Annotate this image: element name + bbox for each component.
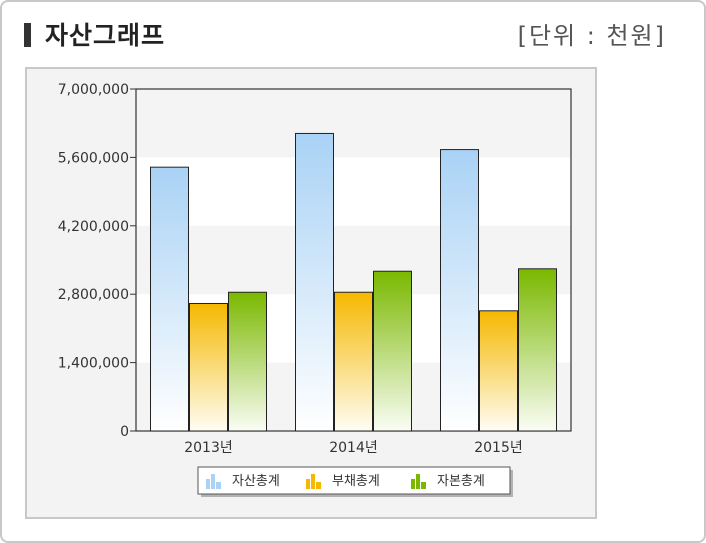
title-marker xyxy=(24,23,31,47)
x-tick-label: 2015년 xyxy=(474,440,523,456)
unit-label: [단위 : 천원] xyxy=(517,22,666,50)
y-tick-label: 5,600,000 xyxy=(58,150,129,166)
liability-bar xyxy=(479,310,518,432)
y-tick-label: 4,200,000 xyxy=(58,219,129,235)
legend-label: 자산총계 xyxy=(232,474,280,489)
legend-label: 자본총계 xyxy=(437,474,485,489)
asset-bar xyxy=(150,166,189,432)
y-tick-label: 0 xyxy=(120,424,129,440)
grid-band xyxy=(136,89,571,158)
y-tick-label: 7,000,000 xyxy=(58,82,129,98)
grid-band xyxy=(136,225,571,295)
asset-bar xyxy=(440,149,479,432)
legend-bar-icon xyxy=(411,474,426,489)
legend-bar-icon xyxy=(306,474,321,489)
liability-bar xyxy=(189,302,228,432)
equity-bar xyxy=(518,268,557,432)
asset-bar xyxy=(295,132,334,432)
y-tick-label: 2,800,000 xyxy=(58,287,129,303)
legend-label: 부채총계 xyxy=(332,474,380,489)
page-title: 자산그래프 xyxy=(45,21,166,50)
legend-bar-icon xyxy=(206,474,221,489)
y-tick-label: 1,400,000 xyxy=(58,356,129,372)
equity-bar xyxy=(228,291,267,432)
liability-bar xyxy=(334,291,373,432)
equity-bar xyxy=(373,270,412,432)
legend-box xyxy=(197,466,511,495)
x-tick-label: 2014년 xyxy=(329,440,378,456)
legend: 자산총계 부채총계 자본총계 xyxy=(197,466,513,497)
x-tick-label: 2013년 xyxy=(184,440,233,456)
